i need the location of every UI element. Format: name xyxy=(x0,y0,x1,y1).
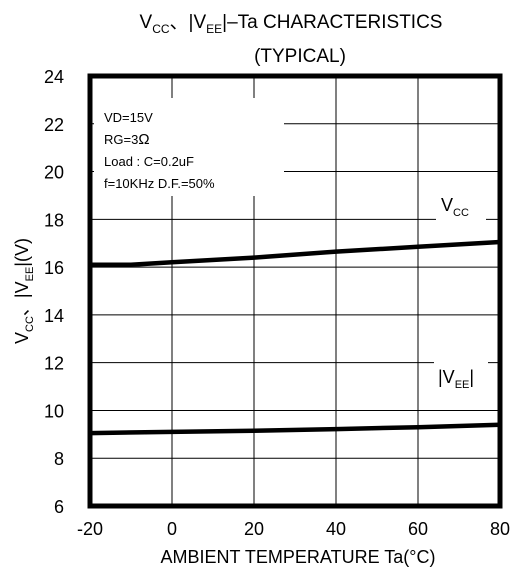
chart-title-line2: (TYPICAL) xyxy=(254,46,346,67)
x-tick-label: 40 xyxy=(326,519,346,539)
data-series xyxy=(90,242,500,433)
vcc-series-label: VCC xyxy=(436,188,486,222)
x-tick-labels: -20 0 20 40 60 80 xyxy=(77,519,510,539)
condition-vd: VD=15V xyxy=(104,110,153,125)
condition-frequency: f=10KHz D.F.=50% xyxy=(104,176,215,191)
y-tick-label: 22 xyxy=(44,115,64,135)
x-axis-label: AMBIENT TEMPERATURE Ta(°C) xyxy=(161,547,436,567)
y-tick-label: 18 xyxy=(44,210,64,230)
x-tick-label: -20 xyxy=(77,519,103,539)
vee-series-label: |VEE| xyxy=(434,360,488,394)
y-axis-label: VCC、|VEE|(V) xyxy=(12,238,36,344)
condition-load: Load : C=0.2uF xyxy=(104,154,194,169)
x-tick-label: 80 xyxy=(490,519,510,539)
chart-title-line1: VCC、|VEE|–Ta CHARACTERISTICS xyxy=(140,12,443,36)
y-tick-label: 14 xyxy=(44,306,64,326)
y-tick-label: 6 xyxy=(54,497,64,517)
y-tick-label: 20 xyxy=(44,163,64,183)
x-tick-label: 60 xyxy=(408,519,428,539)
y-tick-label: 24 xyxy=(44,67,64,87)
vcc-series-line xyxy=(90,242,500,265)
conditions-annotation: VD=15V RG=3Ω Load : C=0.2uF f=10KHz D.F.… xyxy=(94,98,284,196)
x-tick-label: 20 xyxy=(244,519,264,539)
y-tick-label: 10 xyxy=(44,401,64,421)
x-tick-label: 0 xyxy=(167,519,177,539)
condition-rg: RG=3Ω xyxy=(104,131,150,148)
y-tick-label: 8 xyxy=(54,449,64,469)
vee-series-line xyxy=(90,425,500,433)
y-tick-labels: 6 8 10 12 14 16 18 20 22 24 xyxy=(44,67,64,517)
y-tick-label: 12 xyxy=(44,354,64,374)
y-tick-label: 16 xyxy=(44,258,64,278)
